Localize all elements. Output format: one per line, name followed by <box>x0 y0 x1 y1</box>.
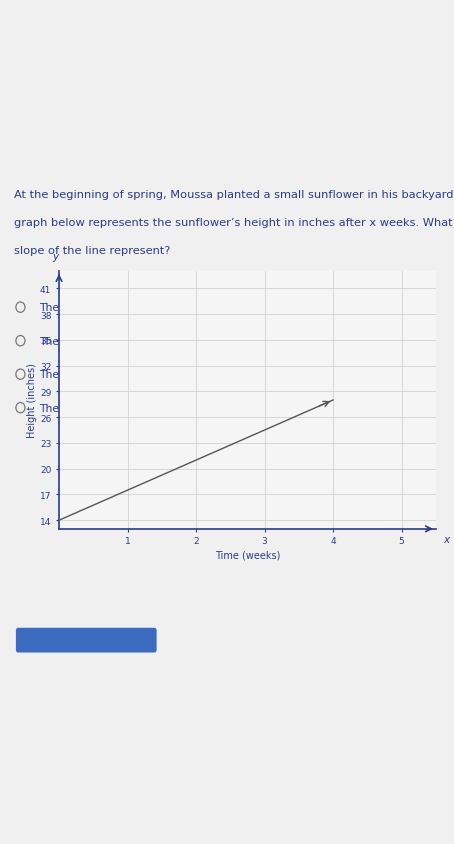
Text: graph below represents the sunflower’s height in inches after x weeks. What does: graph below represents the sunflower’s h… <box>14 218 454 228</box>
Text: At the beginning of spring, Moussa planted a small sunflower in his backyard. Th: At the beginning of spring, Moussa plant… <box>14 189 454 199</box>
Text: The sunflower’s height when it was planted.: The sunflower’s height when it was plant… <box>39 336 279 346</box>
Text: The sunflower’s height after one week.: The sunflower’s height after one week. <box>39 370 252 380</box>
Text: y: y <box>52 252 58 262</box>
X-axis label: Time (weeks): Time (weeks) <box>215 550 280 560</box>
Y-axis label: Height (inches): Height (inches) <box>27 363 37 438</box>
Text: x: x <box>444 534 449 544</box>
Text: Submit Answer: Submit Answer <box>44 636 128 646</box>
Text: The sunflower’s final height: The sunflower’s final height <box>39 403 190 414</box>
Text: slope of the line represent?: slope of the line represent? <box>14 246 170 256</box>
Text: The change in the sunflower’s height for every one additional week.: The change in the sunflower’s height for… <box>39 303 411 313</box>
FancyBboxPatch shape <box>16 628 157 652</box>
